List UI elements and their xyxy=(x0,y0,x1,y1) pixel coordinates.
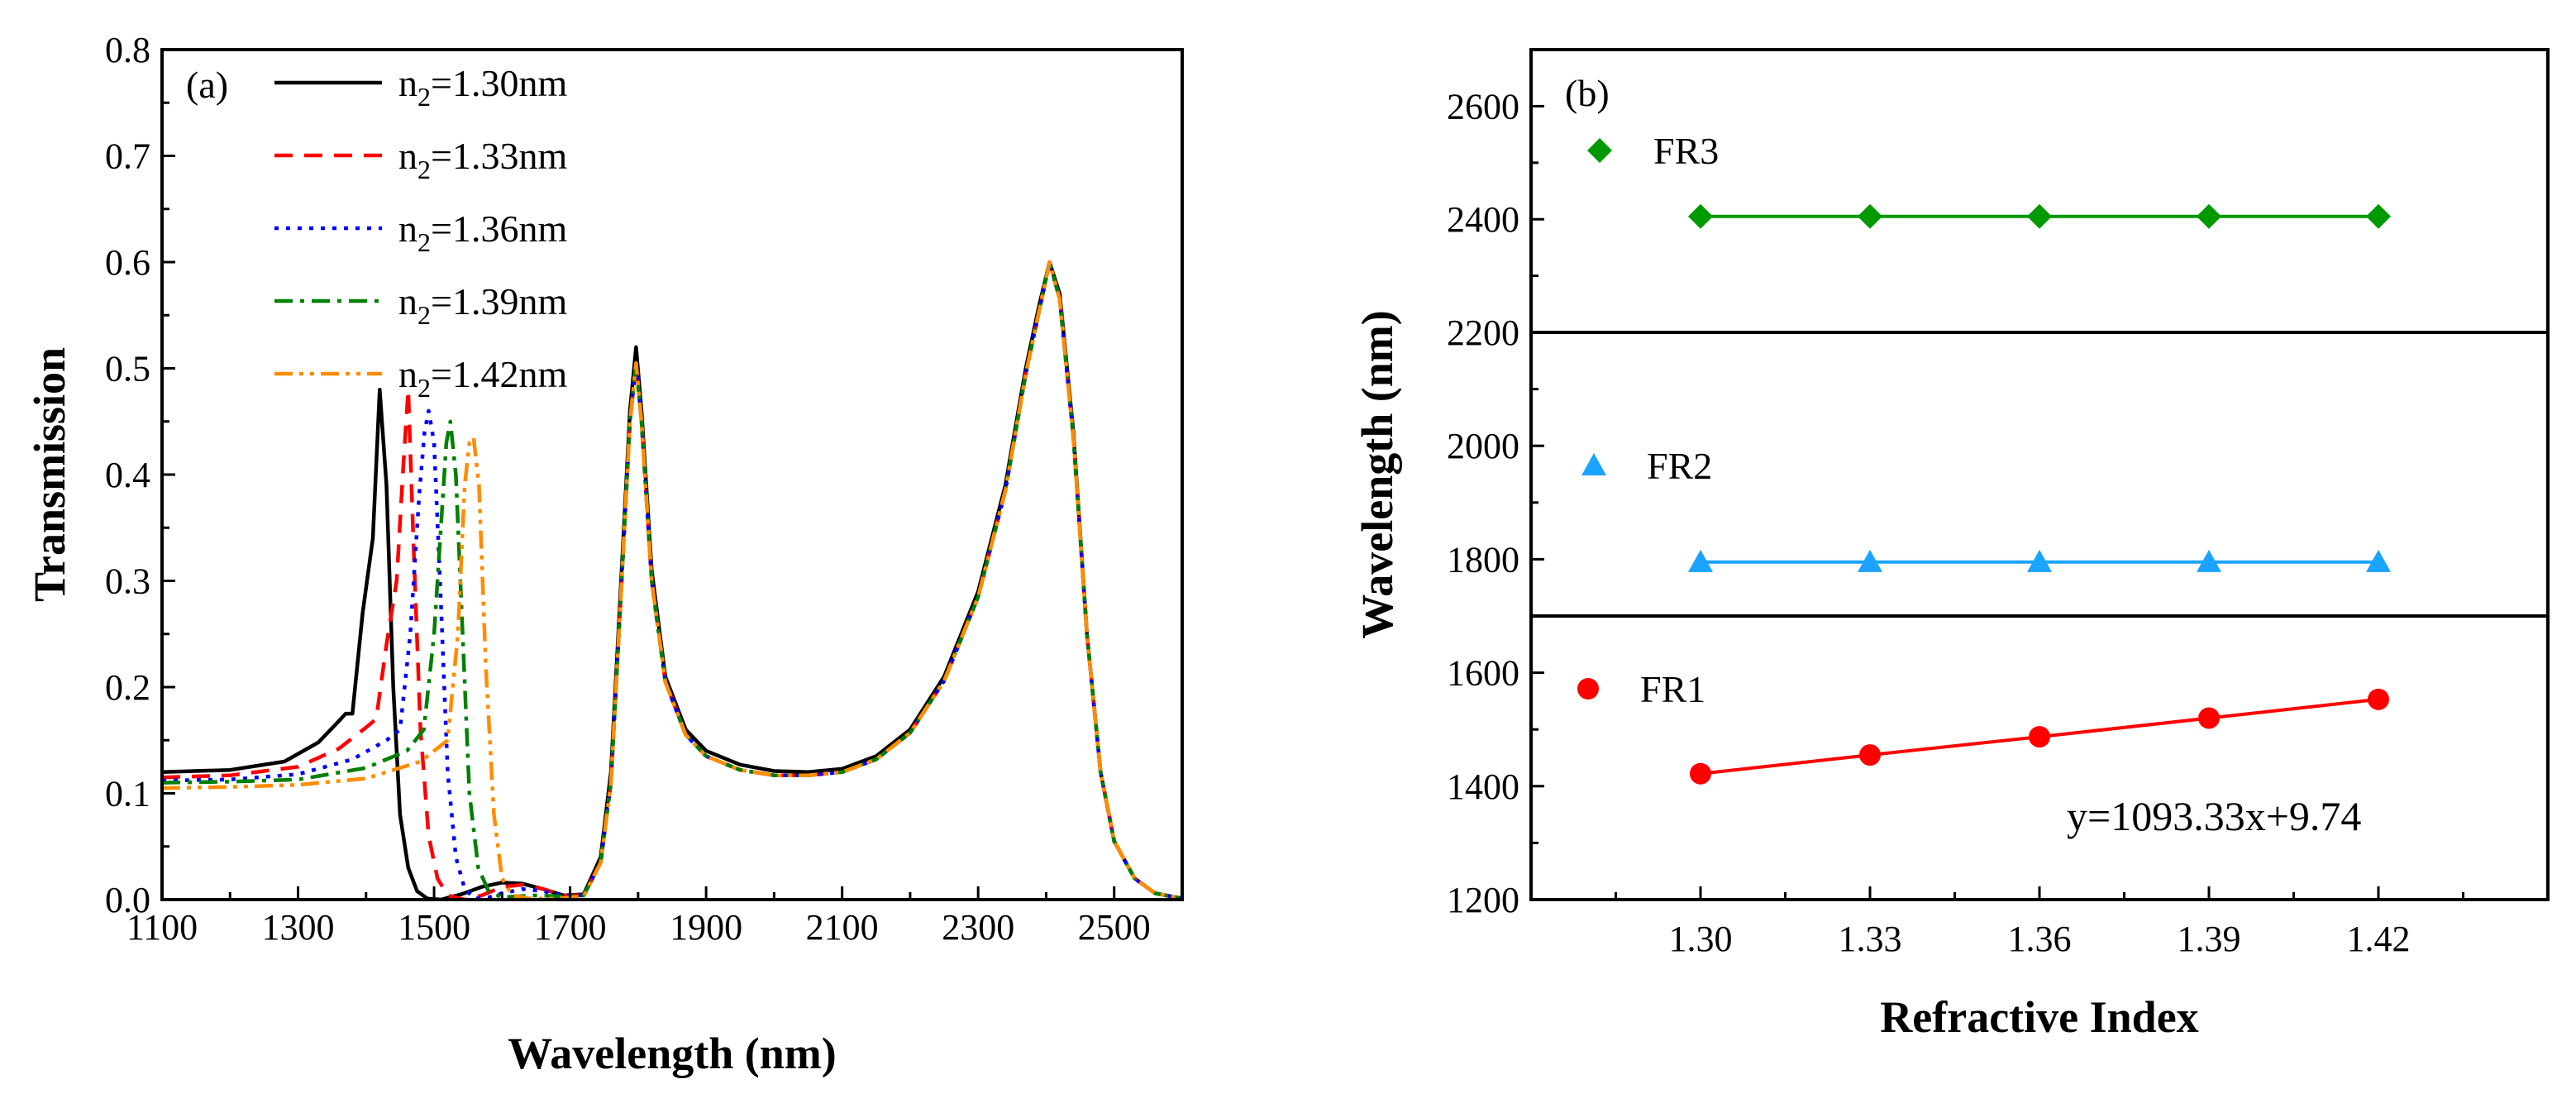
y-tick-label: 1400 xyxy=(1447,766,1519,807)
panel-b-xlabel: Refractive Index xyxy=(1880,992,2198,1042)
y-tick-label: 0.1 xyxy=(105,774,150,814)
panel-b-label: (b) xyxy=(1565,72,1610,114)
x-tick-label: 1700 xyxy=(534,907,607,948)
panel-b: 2200 2400 2600 1800 2000 1200 1400 1600 1.30 1.33… xyxy=(1352,48,2550,1042)
x-tick-label: 1.33 xyxy=(1839,919,1902,959)
legend-label-4: n2=1.39nm xyxy=(398,280,567,330)
x-tick-label: 1300 xyxy=(262,907,335,948)
panel-b-series xyxy=(1688,203,2391,785)
series-line-5 xyxy=(162,260,1182,900)
panel-a-series xyxy=(162,260,1182,900)
x-tick-label: 1500 xyxy=(398,907,470,948)
y-tick-label: 0.8 xyxy=(105,30,150,70)
y-tick-label: 2600 xyxy=(1447,86,1519,127)
fr1-point xyxy=(2029,726,2050,748)
fr1-legend-marker xyxy=(1577,678,1599,700)
fr3-point xyxy=(1858,203,1882,229)
y-tick-label: 2000 xyxy=(1447,426,1519,466)
y-tick-label: 2400 xyxy=(1447,199,1519,240)
panel-a-label: (a) xyxy=(186,64,228,106)
y-tick-label: 1200 xyxy=(1447,880,1519,920)
panel-b-dividers xyxy=(1531,331,2548,618)
fr1-legend-label: FR1 xyxy=(1640,668,1705,710)
y-tick-label: 0.4 xyxy=(105,455,150,495)
y-tick-label: 0.5 xyxy=(105,349,150,389)
fr3-legend-label: FR3 xyxy=(1653,130,1719,172)
x-tick-label: 2300 xyxy=(942,907,1014,948)
x-tick-label: 2500 xyxy=(1078,907,1151,948)
y-tick-label: 0.2 xyxy=(105,667,150,708)
panel-a-legend: n2=1.30nm n2=1.33nm n2=1.36nm n2=1.39nm n2=1… xyxy=(274,62,567,403)
fr1-fit-equation: y=1093.33x+9.74 xyxy=(2067,793,2361,839)
fr3-point xyxy=(2197,203,2221,229)
y-tick-label: 2200 xyxy=(1447,313,1519,353)
fr1-point xyxy=(2198,707,2220,729)
panel-a-xlabel: Wavelength (nm) xyxy=(508,1029,837,1078)
legend-label-3: n2=1.36nm xyxy=(398,208,567,257)
y-tick-label: 1800 xyxy=(1447,539,1519,580)
fr1-point xyxy=(1859,744,1881,766)
y-tick-label: 1600 xyxy=(1447,653,1519,694)
x-tick-label: 1100 xyxy=(126,907,198,948)
x-tick-label: 2100 xyxy=(806,907,879,948)
y-tick-label: 0.3 xyxy=(105,561,150,602)
series-line-3 xyxy=(162,260,1182,900)
fr3-point xyxy=(1688,203,1713,229)
x-tick-label: 1.42 xyxy=(2347,919,2411,959)
panel-b-ticks: 2200 2400 2600 1800 2000 1200 1400 1600 1.30 1.33… xyxy=(1447,48,2464,959)
legend-label-2: n2=1.33nm xyxy=(398,135,567,184)
panel-a-ylabel: Transmission xyxy=(25,347,74,602)
panel-a-ticks: 1100 1300 1500 1700 1900 2100 2300 2500 0.0 0.1 0.… xyxy=(105,30,1151,948)
fr1-point xyxy=(2368,688,2389,710)
fr2-legend-label: FR2 xyxy=(1647,445,1712,487)
panel-a: 1100 1300 1500 1700 1900 2100 2300 2500 0.0 0.1 0.… xyxy=(25,30,1184,1078)
legend-label-5: n2=1.42nm xyxy=(398,353,567,403)
fr2-point xyxy=(1688,549,1713,572)
y-tick-label: 0.7 xyxy=(105,136,150,177)
fr2-legend-marker xyxy=(1581,453,1606,475)
fr2-point xyxy=(2197,549,2221,572)
fr2-point xyxy=(1858,549,1882,572)
fr2-point xyxy=(2027,549,2052,572)
fr3-point xyxy=(2027,203,2052,229)
y-tick-label: 0.0 xyxy=(105,880,150,920)
x-tick-label: 1900 xyxy=(670,907,742,948)
x-tick-label: 1.30 xyxy=(1669,919,1733,959)
x-tick-label: 1.36 xyxy=(2008,919,2072,959)
panel-b-legend: FR3 FR2 FR1 xyxy=(1577,130,1719,710)
fr3-legend-marker xyxy=(1587,138,1612,163)
y-tick-label: 0.6 xyxy=(105,242,150,283)
fr1-point xyxy=(1690,762,1711,785)
legend-label-1: n2=1.30nm xyxy=(398,62,567,112)
fr3-point xyxy=(2366,203,2391,229)
x-tick-label: 1.39 xyxy=(2178,919,2241,959)
panel-b-ylabel: Wavelength (nm) xyxy=(1352,310,1402,639)
fr2-point xyxy=(2366,549,2391,572)
